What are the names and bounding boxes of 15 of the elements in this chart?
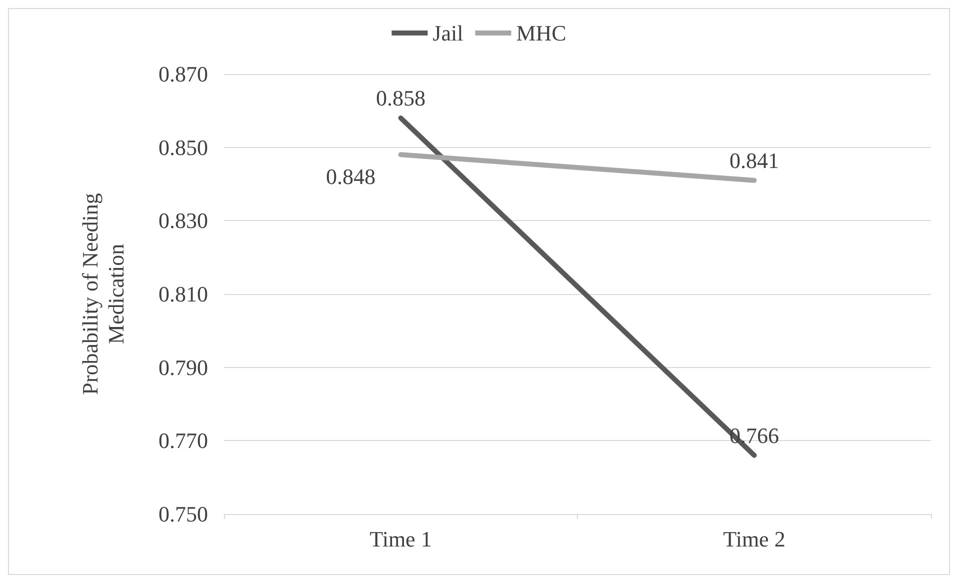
legend-label: Jail bbox=[432, 20, 464, 46]
x-tick-label: Time 1 bbox=[370, 526, 432, 552]
legend-label: MHC bbox=[516, 20, 566, 46]
y-tick-label: 0.870 bbox=[158, 62, 208, 86]
y-tick-label: 0.790 bbox=[158, 354, 208, 380]
data-label: 0.858 bbox=[376, 86, 426, 110]
x-tick-label: Time 2 bbox=[723, 526, 786, 552]
y-tick-label: 0.810 bbox=[158, 282, 208, 306]
y-tick-label: 0.750 bbox=[158, 502, 208, 526]
y-tick-label: 0.830 bbox=[158, 208, 208, 234]
data-label: 0.841 bbox=[730, 148, 779, 173]
y-axis-title: Probability of Needing Medication bbox=[78, 193, 128, 395]
y-tick-label: 0.850 bbox=[158, 134, 208, 160]
y-tick-label: 0.770 bbox=[158, 428, 208, 454]
data-label: 0.848 bbox=[326, 164, 376, 190]
